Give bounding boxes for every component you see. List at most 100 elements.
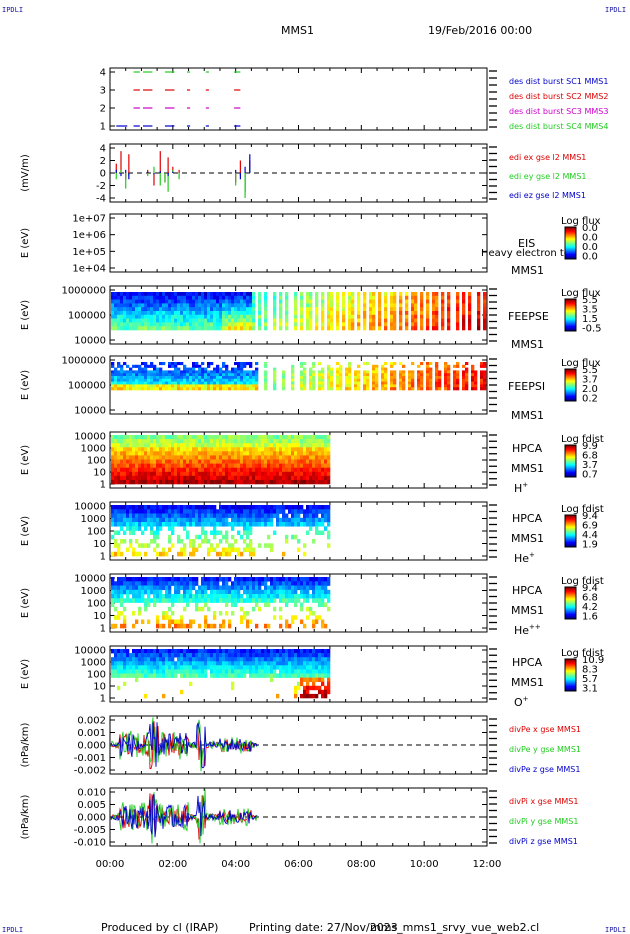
hpca-o-panel-cell: [183, 657, 187, 662]
hpca-o-panel-cell: [258, 669, 262, 674]
feepse-panel-cell: [249, 303, 253, 308]
hpca-h-panel-cell: [207, 455, 211, 460]
hpca-he-panel-cell: [141, 543, 145, 548]
hpca-h-panel-cell: [243, 447, 247, 452]
hpca-hepp-panel-cell: [270, 589, 274, 595]
hpca-h-panel-colorbar-band: [565, 467, 576, 469]
hpca-h-panel-cell: [291, 443, 295, 448]
hpca-he-panel-cell: [294, 534, 298, 540]
hpca-h-panel-cell: [195, 439, 199, 444]
hpca-hepp-panel-cell: [291, 585, 295, 591]
hpca-o-panel-cell: [246, 653, 250, 658]
hpca-h-panel-cell: [267, 459, 271, 464]
feepse-panel-cell: [285, 311, 289, 316]
hpca-o-panel-cell: [243, 653, 247, 658]
hpca-h-panel-cell: [120, 471, 124, 477]
hpca-o-panel-cell: [201, 657, 205, 662]
feepsi-panel-cell: [282, 378, 286, 382]
feepsi-panel-cell: [453, 378, 457, 382]
feepse-panel-cell: [390, 292, 394, 297]
feepse-panel-cell: [186, 326, 190, 331]
eis-panel-colorbar-band: [565, 245, 576, 247]
hpca-h-panel-cell: [258, 435, 262, 440]
hpca-h-panel-cell: [195, 475, 199, 481]
hpca-h-panel-cell: [198, 463, 202, 468]
feepsi-panel-cell: [465, 381, 469, 385]
hpca-he-panel-cell: [162, 547, 166, 553]
feepsi-panel-cell: [111, 362, 115, 366]
hpca-he-panel-cell: [246, 505, 250, 510]
hpca-o-panel-cell: [243, 665, 247, 670]
feepse-panel-cell: [135, 322, 139, 327]
feepse-panel-cell: [243, 322, 247, 327]
feepse-panel-cell: [468, 299, 472, 304]
hpca-h-panel-cell: [159, 479, 163, 485]
hpca-he-panel-colorbar-band: [565, 518, 576, 520]
hpca-hepp-panel-cell: [129, 598, 133, 603]
feepse-panel-cell: [327, 314, 331, 319]
hpca-h-panel-cell: [168, 455, 172, 460]
hpca-h-panel-cell: [246, 467, 250, 473]
feepsi-panel-cell: [162, 362, 166, 366]
hpca-h-panel-cell: [315, 467, 319, 473]
hpca-o-panel-cell: [186, 673, 190, 678]
hpca-h-panel-cell: [216, 459, 220, 464]
feepsi-panel-cell: [429, 373, 433, 377]
feepse-panel-cell: [156, 295, 160, 300]
feepsi-panel-cell: [222, 362, 226, 366]
feepsi-panel-cell: [126, 373, 130, 377]
hpca-hepp-panel-cell: [183, 589, 187, 595]
hpca-o-panel-cell: [195, 653, 199, 658]
hpca-o-panel-cell: [174, 665, 178, 670]
hpca-h-panel-cell: [279, 451, 283, 456]
hpca-he-panel-cell: [138, 509, 142, 514]
hpca-he-panel-cell: [213, 517, 217, 523]
feepse-panel-cell: [189, 299, 193, 304]
hpca-h-panel-cell: [222, 467, 226, 473]
feepsi-panel-cell: [321, 367, 325, 371]
hpca-h-panel-cell: [264, 447, 268, 452]
feepse-panel-colorbar-band: [565, 307, 576, 309]
hpca-he-panel-cell: [282, 505, 286, 510]
hpca-h-panel-cell: [174, 435, 178, 440]
hpca-h-panel-cell: [132, 455, 136, 460]
corner-mark-bottom-left: IPDLI: [2, 926, 23, 934]
feepse-panel-cell: [153, 322, 157, 327]
feepse-panel-cell: [414, 292, 418, 297]
eis-panel-colorbar-band: [565, 248, 576, 250]
hpca-he-panel-cell: [288, 517, 292, 523]
hpca-h-panel-cell: [321, 471, 325, 477]
hpca-o-panel-cell: [201, 649, 205, 654]
feepse-panel-cell: [279, 292, 283, 297]
hpca-he-panel-cell: [318, 517, 322, 523]
hpca-hepp-panel-cell: [258, 581, 262, 586]
hpca-o-panel-cell: [150, 665, 154, 670]
hpca-he-panel-cell: [327, 522, 331, 527]
hpca-he-panel-cell: [258, 522, 262, 527]
hpca-h-panel-cell: [192, 435, 196, 440]
hpca-h-panel-cell: [270, 455, 274, 460]
hpca-he-panel-cell: [123, 522, 127, 527]
hpca-o-panel-cell: [249, 665, 253, 670]
hpca-h-panel-cell: [309, 471, 313, 477]
feepse-panel-cell: [384, 322, 388, 327]
feepsi-panel-cell: [174, 387, 178, 391]
feepsi-panel-cell: [147, 387, 151, 391]
hpca-h-panel-cell: [276, 435, 280, 440]
hpca-he-panel-cell: [258, 509, 262, 514]
feepse-panel-cell: [447, 299, 451, 304]
hpca-he-panel-cell: [309, 522, 313, 527]
feepsi-panel-cell: [291, 364, 295, 368]
hpca-o-panel-cell: [204, 673, 208, 678]
hpca-he-panel-colorbar-tick: 9.4: [582, 511, 598, 522]
feepse-panel-cell: [228, 326, 232, 331]
hpca-o-panel-cell: [171, 653, 175, 658]
hpca-hepp-panel-cell: [237, 581, 241, 586]
feepse-panel-cell: [198, 299, 202, 304]
feepsi-panel-cell: [312, 370, 316, 374]
hpca-h-panel-cell: [282, 451, 286, 456]
hpca-o-panel-cell: [216, 665, 220, 670]
hpca-hepp-panel-cell: [207, 594, 211, 599]
hpca-h-panel-cell: [165, 475, 169, 481]
hpca-he-panel-cell: [264, 509, 268, 514]
